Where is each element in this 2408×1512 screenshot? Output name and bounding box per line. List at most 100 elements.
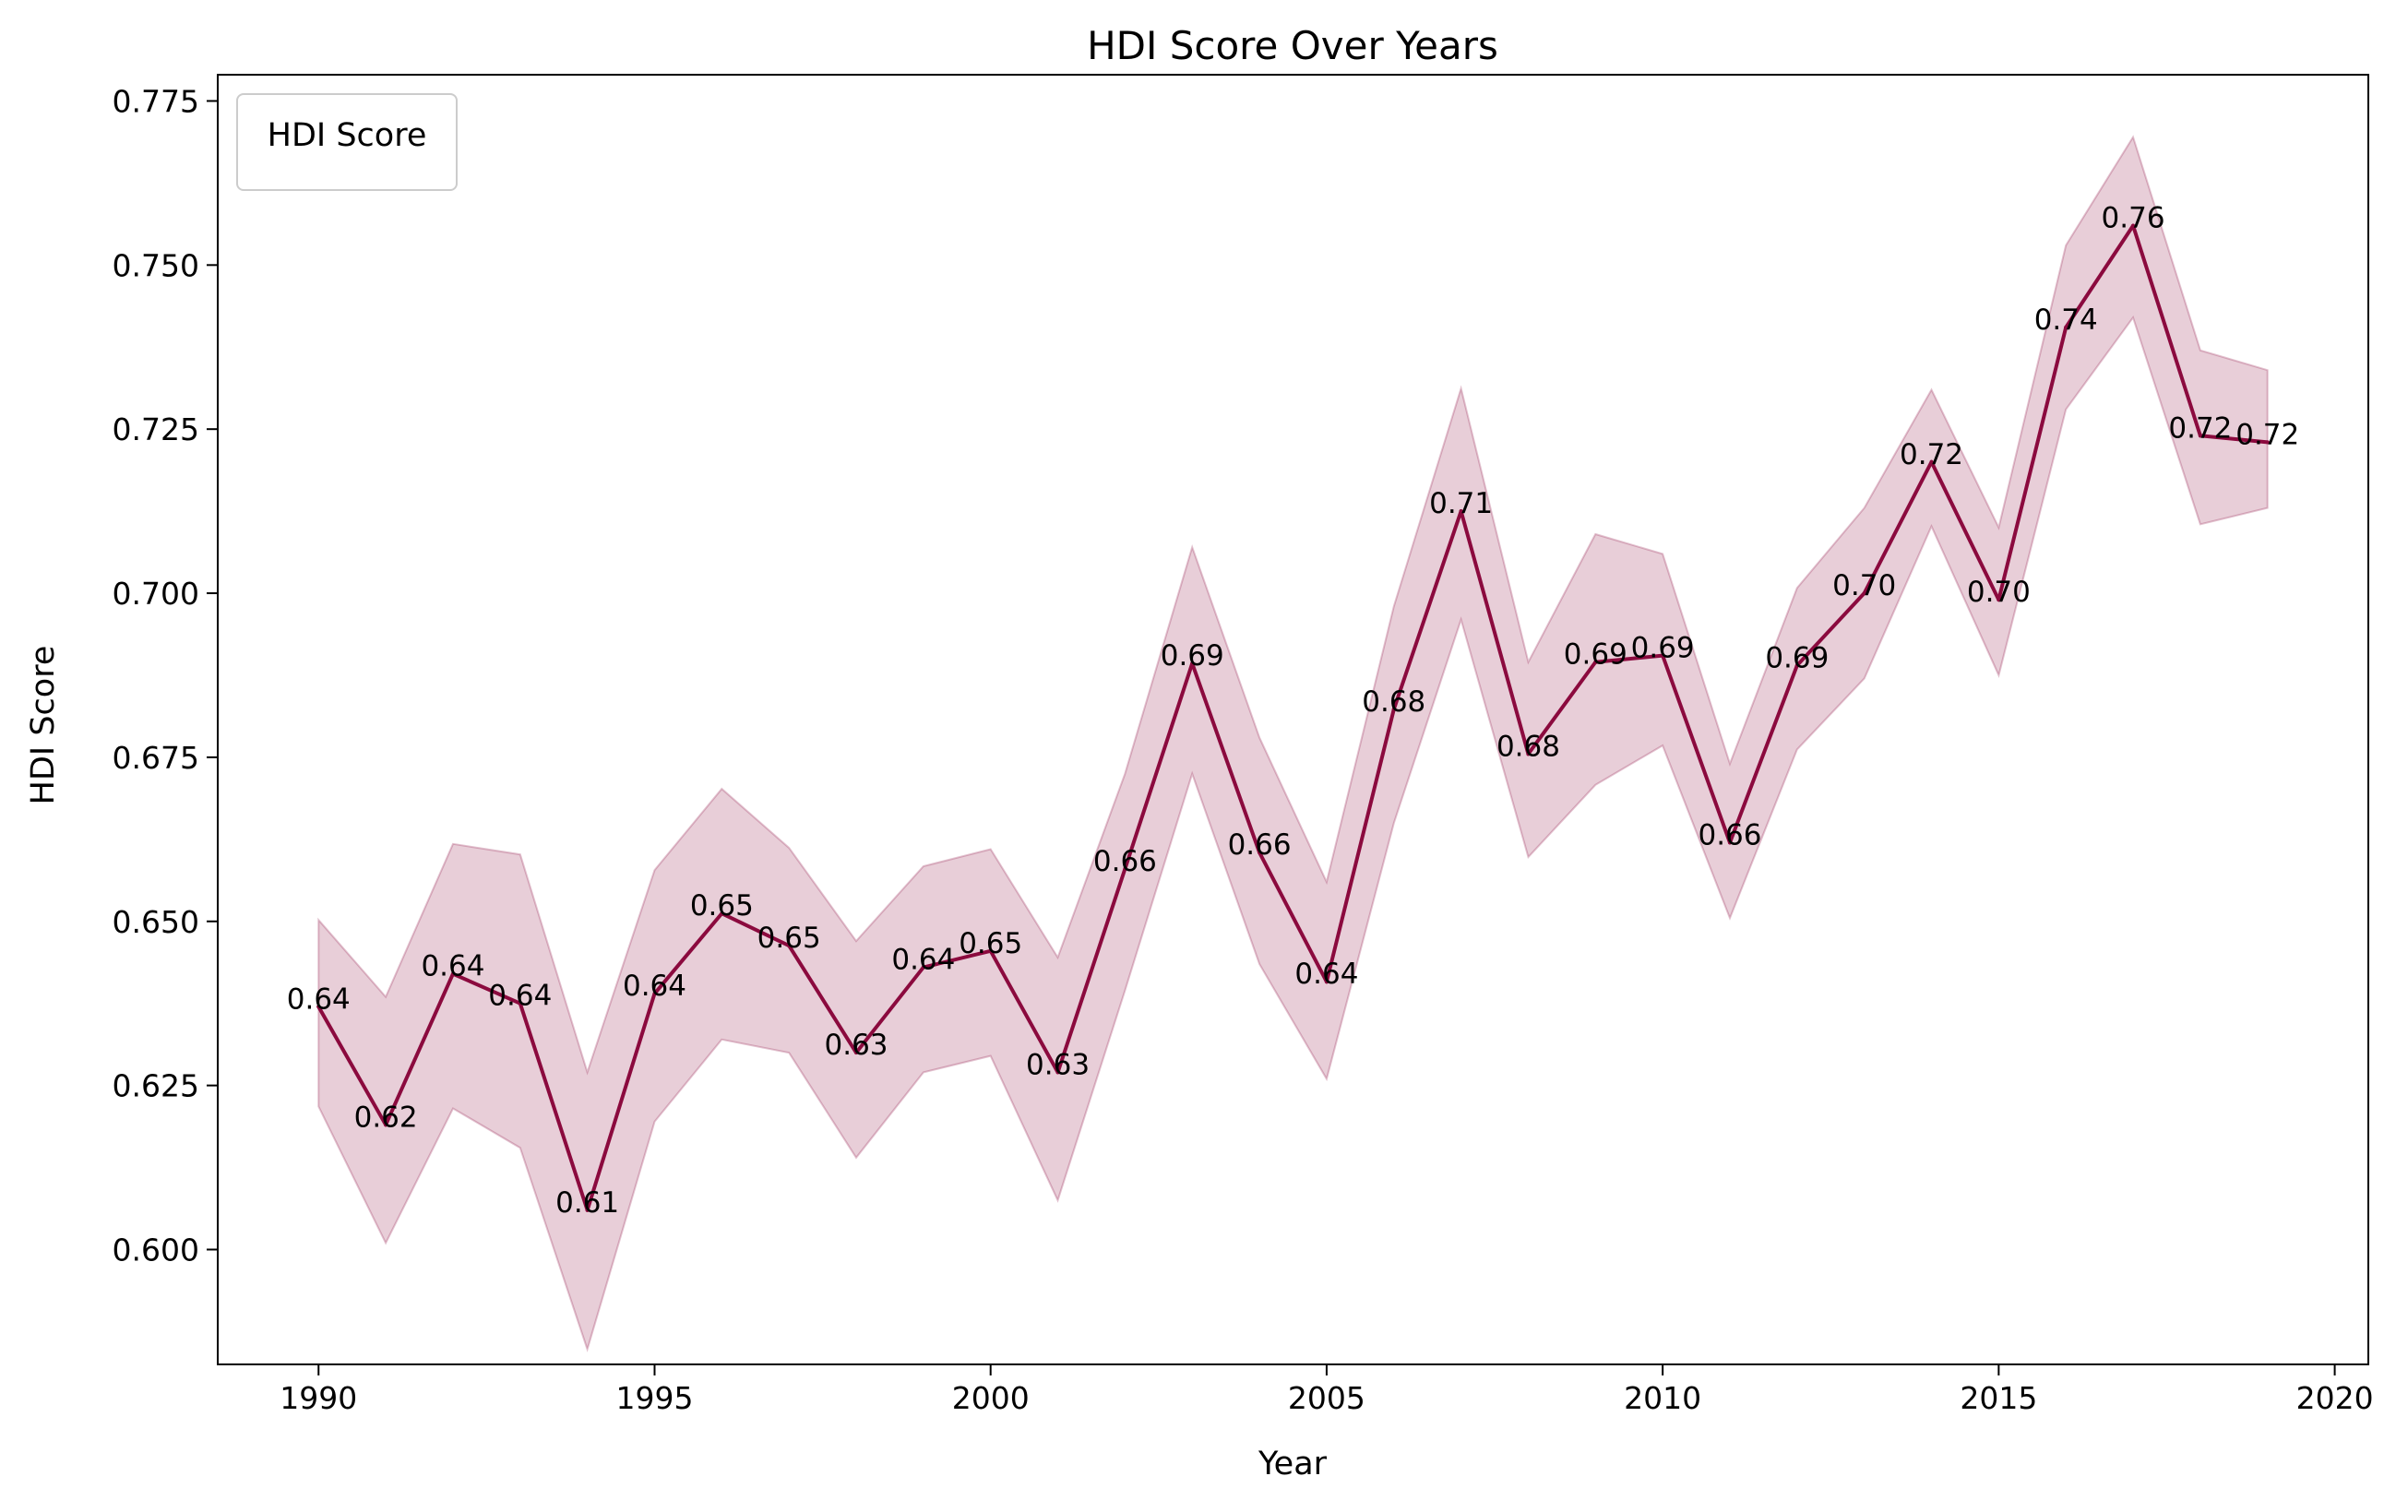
line-segment	[988, 948, 1060, 1075]
data-label: 0.68	[1496, 730, 1560, 763]
data-point	[1459, 509, 1463, 514]
x-tick-label: 2005	[1288, 1380, 1365, 1416]
data-label: 0.72	[1900, 438, 1963, 471]
data-point	[921, 965, 925, 970]
line-segment	[1459, 509, 1531, 756]
line-segment	[1055, 866, 1127, 1075]
data-label: 0.65	[959, 927, 1022, 960]
x-tick-label: 2010	[1624, 1380, 1701, 1416]
data-label: 0.69	[1765, 641, 1829, 674]
data-label: 0.66	[1228, 828, 1292, 862]
data-point	[1055, 1070, 1060, 1075]
data-point	[988, 948, 993, 953]
data-point	[787, 944, 792, 948]
confidence-band-layer	[317, 135, 2269, 1352]
data-point	[1593, 660, 1598, 664]
line-segment	[1324, 707, 1396, 984]
line-segment	[2198, 434, 2270, 445]
line-segment	[1526, 660, 1598, 756]
line-segment	[2064, 223, 2136, 329]
data-point	[1862, 591, 1866, 596]
line-segment	[316, 1005, 388, 1127]
line-segment	[1391, 509, 1463, 711]
line-segment	[652, 911, 724, 996]
line-segment	[1794, 591, 1866, 668]
data-point	[518, 1001, 522, 1006]
plot-frame	[217, 74, 2369, 1365]
data-label: 0.63	[1026, 1048, 1090, 1081]
y-axis-title: HDI Score	[25, 646, 62, 805]
x-axis: 1990 1995 2000 2005 2010 2015 2020	[280, 1364, 2374, 1416]
y-tick-label: 0.600	[113, 1232, 199, 1268]
data-label: 0.63	[825, 1029, 888, 1062]
line-segment	[854, 965, 925, 1055]
data-label: 0.62	[354, 1101, 418, 1134]
data-point	[854, 1051, 859, 1055]
data-label: 0.64	[287, 982, 351, 1016]
data-label: 0.61	[555, 1186, 619, 1220]
data-point	[720, 911, 724, 916]
data-label: 0.65	[757, 922, 821, 955]
line-segment	[450, 971, 522, 1006]
data-label: 0.76	[2102, 202, 2165, 235]
data-label: 0.69	[1161, 639, 1224, 673]
data-label: 0.64	[891, 944, 955, 977]
line-series-layer	[316, 223, 2270, 1212]
line-segment	[518, 1001, 590, 1212]
data-label: 0.64	[623, 970, 686, 1003]
line-segment	[2131, 223, 2202, 438]
y-tick-label: 0.650	[113, 904, 199, 940]
data-point	[1727, 840, 1732, 845]
data-point	[1794, 663, 1799, 668]
legend-box	[236, 93, 458, 191]
data-point	[1258, 851, 1262, 855]
line-segment	[1862, 459, 1934, 596]
y-axis: 0.600 0.625 0.650 0.675 0.700 0.725 0.750 0.775	[113, 83, 218, 1268]
confidence-band	[317, 135, 2269, 1352]
data-label: 0.72	[2168, 411, 2232, 445]
y-tick-label: 0.625	[113, 1068, 199, 1104]
data-point	[1190, 661, 1195, 666]
data-label: 0.72	[2235, 418, 2299, 451]
line-segment	[1593, 653, 1665, 664]
line-segment	[384, 971, 455, 1127]
data-point	[1997, 598, 2001, 602]
line-segment	[1661, 653, 1732, 845]
data-point	[2265, 440, 2270, 445]
data-label: 0.64	[1294, 958, 1358, 991]
data-point	[585, 1208, 590, 1212]
data-point	[2064, 325, 2068, 329]
data-label: 0.71	[1429, 487, 1493, 520]
data-point	[1526, 752, 1531, 756]
data-point	[1123, 866, 1127, 871]
data-label: 0.74	[2034, 304, 2098, 337]
y-tick-label: 0.675	[113, 740, 199, 776]
data-label: 0.66	[1698, 818, 1761, 851]
line-segment	[1997, 325, 2068, 602]
legend: HDI Score	[236, 93, 458, 191]
line-segment	[1190, 661, 1262, 855]
data-point	[450, 971, 455, 976]
x-tick-label: 2020	[2296, 1380, 2374, 1416]
x-axis-title: Year	[1258, 1446, 1328, 1482]
data-label: 0.64	[421, 950, 484, 983]
line-segment	[787, 944, 859, 1055]
data-label: 0.66	[1093, 845, 1157, 878]
data-label: 0.70	[1967, 576, 2031, 609]
data-label: 0.68	[1362, 685, 1425, 719]
x-tick-label: 2000	[952, 1380, 1030, 1416]
chart-title: HDI Score Over Years	[1087, 23, 1498, 68]
data-label: 0.69	[1564, 638, 1627, 672]
line-segment	[1727, 663, 1799, 845]
x-tick-label: 1995	[615, 1380, 693, 1416]
x-tick-label: 2015	[1960, 1380, 2037, 1416]
line-segment	[585, 992, 657, 1212]
line-segment	[1929, 459, 2001, 602]
line-segment	[1258, 851, 1329, 984]
y-tick-label: 0.725	[113, 411, 199, 447]
data-label: 0.65	[690, 889, 754, 923]
data-label: 0.70	[1832, 569, 1896, 602]
data-point	[2198, 434, 2202, 438]
